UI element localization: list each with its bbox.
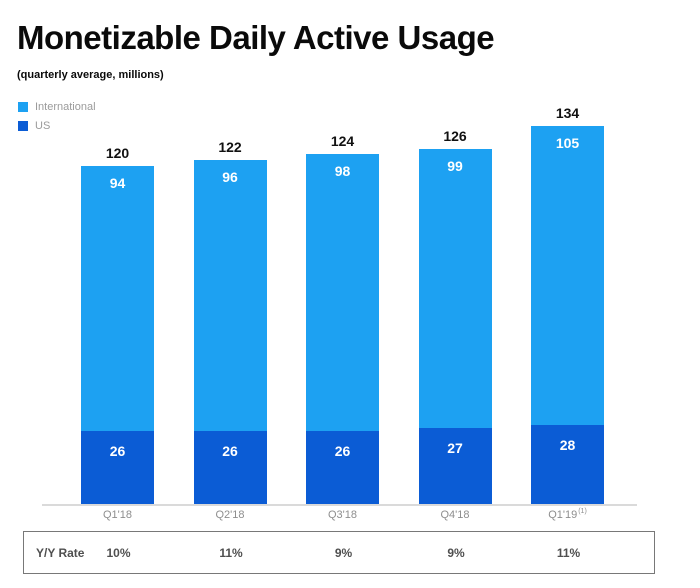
- bar-value-us: 26: [109, 442, 126, 459]
- bar-segment-international: 94: [81, 165, 154, 431]
- x-axis-line: [42, 504, 637, 506]
- yy-rate-box: Y/Y Rate 10% 11% 9% 9% 11%: [23, 531, 655, 574]
- bar-segment-us: 26: [81, 430, 154, 504]
- bar-value-international: 99: [447, 157, 463, 174]
- bar-segment-us: 26: [193, 430, 267, 504]
- bar-segment-us: 27: [418, 427, 492, 504]
- bar-segment-us: 28: [531, 425, 604, 504]
- legend-label: US: [35, 120, 51, 132]
- x-axis-label: Q2'18: [215, 509, 245, 521]
- yy-rate-value: 9%: [447, 545, 465, 560]
- bar-total-label: 120: [105, 144, 130, 161]
- bar-value-international: 94: [109, 174, 126, 191]
- bar-segment-international: 99: [418, 148, 492, 428]
- yy-rate-label: Y/Y Rate: [36, 545, 85, 560]
- chart-title: Monetizable Daily Active Usage: [17, 19, 495, 56]
- x-axis-label: Q3'18: [327, 509, 357, 521]
- legend: International US: [18, 100, 96, 138]
- bar-value-us: 27: [447, 439, 463, 456]
- bar-segment-international: 98: [306, 154, 379, 431]
- x-axis-label: Q1'18: [102, 509, 132, 521]
- bar-value-international: 96: [222, 168, 238, 185]
- legend-item-us: US: [18, 119, 96, 133]
- bar-segment-international: 105: [531, 126, 604, 426]
- bar-total-label: 134: [555, 105, 580, 122]
- x-axis-label: Q4'18: [440, 509, 470, 521]
- bar-total-label: 126: [443, 127, 467, 144]
- legend-swatch-icon: [18, 102, 28, 112]
- bar-total-label: 124: [330, 133, 355, 150]
- bar-segment-international: 96: [193, 159, 267, 431]
- yy-rate-value: 10%: [106, 545, 131, 560]
- bar-total-label: 122: [218, 138, 242, 155]
- legend-label: International: [35, 101, 96, 113]
- bar-value-international: 105: [555, 135, 580, 152]
- bar-segment-us: 26: [306, 430, 379, 504]
- bar-value-us: 26: [334, 442, 351, 459]
- legend-item-international: International: [18, 100, 96, 114]
- bar-value-us: 26: [222, 442, 238, 459]
- chart-subtitle: (quarterly average, millions): [17, 69, 164, 81]
- bar-value-international: 98: [334, 163, 351, 180]
- bar-value-us: 28: [559, 437, 576, 454]
- yy-rate-value: 9%: [334, 545, 353, 560]
- legend-swatch-icon: [18, 121, 28, 131]
- footnote-marker: (1): [578, 508, 587, 515]
- yy-rate-value: 11%: [219, 545, 243, 560]
- yy-rate-value: 11%: [556, 545, 581, 560]
- x-axis-label: Q1'19(1): [548, 508, 587, 521]
